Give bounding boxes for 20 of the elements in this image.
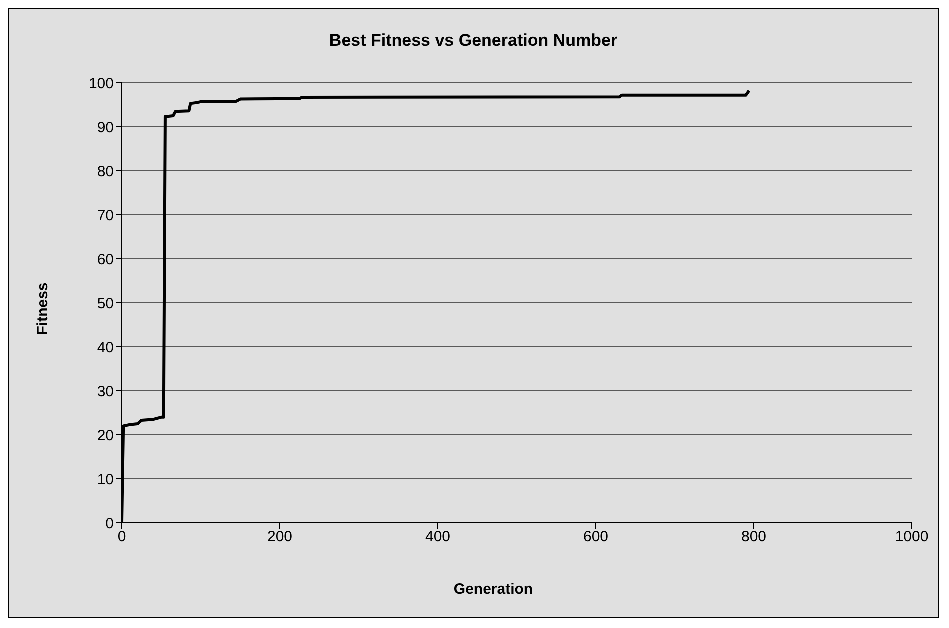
y-tick-label: 70 — [97, 207, 114, 224]
y-tick-label: 80 — [97, 163, 114, 180]
x-tick-label: 800 — [741, 528, 767, 546]
x-tick-label: 1000 — [895, 528, 929, 546]
y-tick-label: 60 — [97, 251, 114, 268]
x-axis-title: Generation — [452, 581, 534, 598]
y-tick-label: 30 — [97, 383, 114, 400]
y-axis-title: Fitness — [34, 282, 52, 336]
y-tick-label: 0 — [106, 515, 114, 532]
y-tick-label: 10 — [97, 471, 114, 488]
x-tick-label: 400 — [425, 528, 451, 546]
y-tick-label: 40 — [97, 339, 114, 356]
x-tick-label: 600 — [583, 528, 609, 546]
x-tick-label: 200 — [267, 528, 293, 546]
y-tick-label: 90 — [97, 119, 114, 136]
y-tick-label: 100 — [88, 75, 114, 92]
x-tick-label: 0 — [118, 528, 126, 546]
y-tick-label: 20 — [97, 427, 114, 444]
y-tick-label: 50 — [97, 295, 114, 312]
chart-title: Best Fitness vs Generation Number — [328, 31, 619, 51]
